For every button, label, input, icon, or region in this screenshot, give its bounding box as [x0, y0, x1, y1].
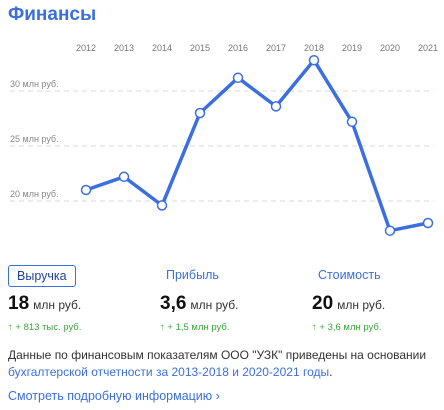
data-points — [80, 54, 434, 236]
x-tick-label: 2014 — [152, 43, 172, 53]
metric-tabs: Выручка Прибыль Стоимость — [0, 264, 444, 287]
y-tick-label: 30 млн руб. — [10, 79, 59, 89]
note-text: Данные по финансовым показателям ООО "УЗ… — [8, 348, 427, 362]
x-tick-label: 2015 — [190, 43, 210, 53]
value-amount: 20 — [312, 293, 334, 314]
tab-profit[interactable]: Прибыль — [166, 268, 219, 282]
y-tick-label: 25 млн руб. — [10, 134, 59, 144]
revenue-unit: млн руб. — [33, 298, 82, 312]
x-tick-label: 2012 — [76, 43, 96, 53]
note-link[interactable]: бухгалтерской отчетности за 2013-2018 и … — [8, 365, 330, 379]
data-point[interactable] — [156, 200, 168, 211]
profit-value: 3,6 млн руб. — [160, 293, 239, 315]
more-info-link[interactable]: Смотреть подробную информацию › — [8, 389, 220, 403]
x-tick-label: 2021 — [418, 43, 438, 53]
chart-grid — [10, 90, 434, 202]
x-tick-label: 2019 — [342, 43, 362, 53]
finance-line-chart: 2012 2013 2014 2015 2016 2017 2018 2019 2020 2021… — [10, 43, 438, 236]
tab-revenue[interactable]: Выручка — [8, 265, 76, 287]
data-point[interactable] — [384, 225, 396, 236]
x-tick-label: 2016 — [228, 43, 248, 53]
revenue-delta: ↑ + 813 тыс. руб. — [8, 322, 82, 333]
x-tick-label: 2018 — [304, 43, 324, 53]
data-point[interactable] — [118, 171, 130, 183]
data-point[interactable] — [194, 107, 206, 119]
note-end: . — [329, 365, 333, 379]
x-tick-label: 2017 — [266, 43, 286, 53]
x-tick-label: 2020 — [380, 43, 400, 53]
profit-unit: млн руб. — [190, 298, 239, 312]
profit-delta: ↑ + 1,5 млн руб. — [160, 322, 230, 333]
x-axis-years: 2012 2013 2014 2015 2016 2017 2018 2019 2020 2021 — [76, 43, 438, 53]
section-title: Финансы — [8, 4, 97, 25]
x-tick-label: 2013 — [114, 43, 134, 53]
value-value: 20 млн руб. — [312, 293, 385, 315]
value-unit: млн руб. — [337, 298, 386, 312]
data-point[interactable] — [308, 54, 320, 66]
tab-value[interactable]: Стоимость — [318, 268, 381, 282]
y-tick-label: 20 млн руб. — [10, 189, 59, 199]
data-point[interactable] — [270, 101, 282, 112]
revenue-value: 18 млн руб. — [8, 293, 81, 315]
revenue-line — [84, 58, 430, 233]
data-point[interactable] — [346, 116, 358, 128]
revenue-amount: 18 — [8, 293, 30, 314]
data-point[interactable] — [422, 217, 434, 229]
y-axis-labels: 30 млн руб. 25 млн руб. 20 млн руб. — [10, 79, 59, 199]
data-point[interactable] — [232, 72, 244, 84]
value-delta: ↑ + 3,6 млн руб. — [312, 322, 382, 333]
data-source-note: Данные по финансовым показателям ООО "УЗ… — [8, 347, 438, 381]
data-point[interactable] — [80, 184, 92, 196]
profit-amount: 3,6 — [160, 293, 187, 314]
